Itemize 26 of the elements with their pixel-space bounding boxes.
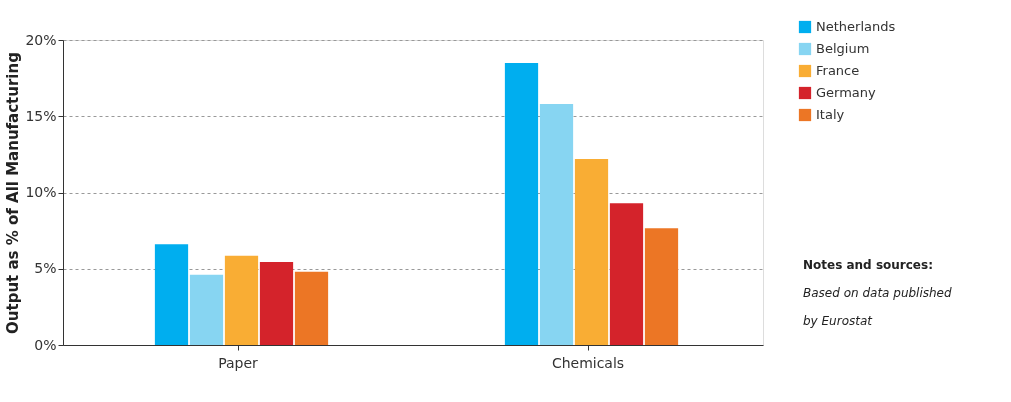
text: by Eurostat: [803, 314, 874, 328]
y-axis-title: Output as % of All Manufacturing: [4, 52, 23, 334]
y-tick-label: 10%: [25, 184, 57, 200]
y-tick-label: 5%: [34, 260, 57, 277]
bar: [644, 228, 679, 345]
bar: [609, 203, 644, 345]
bar: [259, 261, 294, 345]
legend-label: Belgium: [816, 41, 870, 56]
y-tick-label: 15%: [25, 107, 57, 124]
legend-label: France: [816, 63, 860, 78]
bar: [154, 244, 189, 345]
legend-label: Italy: [816, 107, 845, 122]
y-tick-label: 0%: [34, 336, 57, 353]
text: Based on data published: [803, 286, 953, 300]
bar: [294, 271, 329, 345]
legend-label: Germany: [816, 85, 877, 100]
x-tick-label: Chemicals: [551, 354, 625, 371]
bar: [189, 274, 224, 345]
y-tick-label: 20%: [25, 31, 57, 48]
bar: [504, 62, 539, 345]
bar: [224, 255, 259, 345]
x-tick-label: Paper: [218, 354, 259, 371]
bar: [539, 104, 574, 345]
bar: [574, 158, 609, 345]
legend-label: Netherlands: [816, 19, 896, 34]
text: Notes and sources:: [803, 258, 933, 272]
